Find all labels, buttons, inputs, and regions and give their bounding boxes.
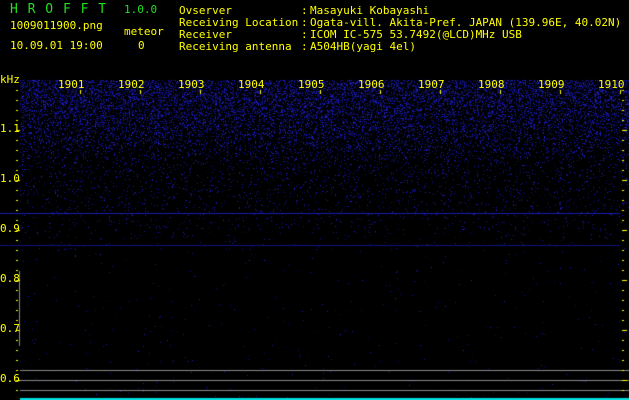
time-tick-label: 1905	[298, 78, 325, 91]
info-label: Ovserver	[179, 4, 232, 17]
freq-tick-label: 0.8	[0, 272, 20, 285]
info-value: Masayuki Kobayashi	[310, 4, 430, 17]
freq-tick-label: 0.9	[0, 222, 20, 235]
info-label: Receiving Location	[179, 16, 299, 29]
time-tick-label: 1904	[238, 78, 265, 91]
time-tick-label: 1901	[58, 78, 85, 91]
meteor-label: meteor	[124, 25, 164, 38]
app-title: H R O F F T	[10, 2, 107, 17]
time-tick-label: 1902	[118, 78, 145, 91]
info-colon: :	[301, 4, 308, 17]
info-label: Receiving antenna	[179, 40, 292, 53]
file-name: 1009011900.png	[10, 19, 103, 32]
axis-unit: kHz	[0, 73, 20, 86]
info-value: Ogata-vill. Akita-Pref. JAPAN (139.96E, …	[310, 16, 622, 29]
meteor-count: 0	[138, 39, 145, 52]
time-tick-label: 1903	[178, 78, 205, 91]
time-tick-label: 1907	[418, 78, 445, 91]
info-value: ICOM IC-575 53.7492(@LCD)MHz USB	[310, 28, 522, 41]
info-colon: :	[301, 40, 308, 53]
info-colon: :	[301, 16, 308, 29]
freq-tick-label: 0.6	[0, 372, 20, 385]
info-label: Receiver	[179, 28, 232, 41]
time-tick-label: 1910	[598, 78, 625, 91]
time-tick-label: 1906	[358, 78, 385, 91]
freq-tick-label: 1.1	[0, 122, 20, 135]
file-datetime: 10.09.01 19:00	[10, 39, 103, 52]
info-colon: :	[301, 28, 308, 41]
time-tick-label: 1908	[478, 78, 505, 91]
time-tick-label: 1909	[538, 78, 565, 91]
info-value: A504HB(yagi 4el)	[310, 40, 416, 53]
freq-tick-label: 0.7	[0, 322, 20, 335]
freq-tick-label: 1.0	[0, 172, 20, 185]
app-version: 1.0.0	[124, 3, 158, 16]
